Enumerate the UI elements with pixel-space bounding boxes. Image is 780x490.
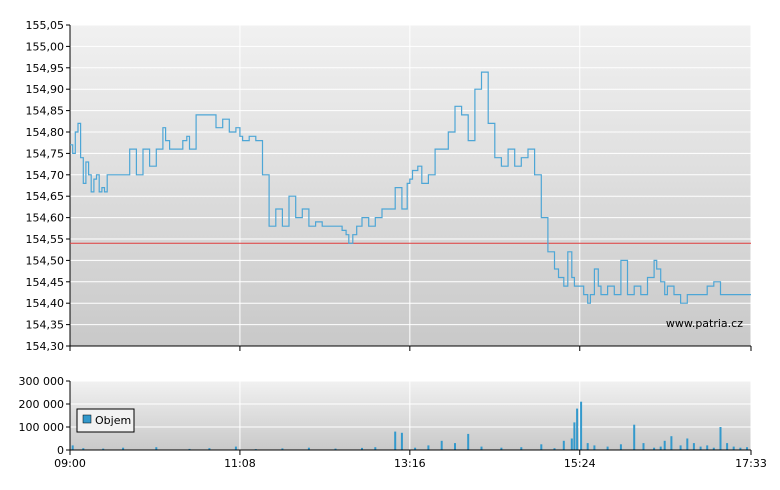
volume-bar <box>427 445 430 450</box>
price-y-tick-label: 155,00 <box>26 40 65 53</box>
volume-bar <box>739 447 742 450</box>
price-y-tick-label: 154,75 <box>26 147 65 160</box>
volume-bar <box>670 436 673 450</box>
price-y-tick-label: 154,60 <box>26 212 65 225</box>
volume-bar <box>281 448 284 450</box>
price-y-tick-label: 154,90 <box>26 83 65 96</box>
volume-bar <box>653 447 656 450</box>
volume-bar <box>679 445 682 450</box>
price-y-tick-label: 154,45 <box>26 276 65 289</box>
volume-bar <box>102 448 105 450</box>
x-tick-label: 09:00 <box>54 457 86 470</box>
volume-bar <box>334 448 337 450</box>
price-y-tick-label: 155,05 <box>26 19 65 32</box>
volume-y-tick-label: 0 <box>57 444 64 457</box>
volume-bar <box>642 443 645 450</box>
volume-bar <box>500 447 503 450</box>
volume-bar <box>480 446 483 450</box>
volume-bar <box>394 431 397 450</box>
price-gridlines <box>69 24 752 347</box>
legend-label: Objem <box>95 414 131 427</box>
volume-bar <box>580 401 583 450</box>
volume-bar <box>234 446 237 450</box>
volume-bars <box>71 401 748 451</box>
volume-bar <box>606 446 609 450</box>
price-plot-background <box>70 25 751 346</box>
price-panel: 155,05 155,00 154,95 154,90 154,85 154,80 154,… <box>26 19 752 353</box>
volume-bar <box>454 443 456 450</box>
volume-bar <box>692 443 695 450</box>
volume-bar <box>746 447 748 450</box>
x-tick-label: 15:24 <box>564 457 596 470</box>
volume-bar <box>208 448 211 450</box>
volume-bar <box>122 447 125 450</box>
price-y-tick-label: 154,85 <box>26 105 65 118</box>
volume-bar <box>719 427 722 450</box>
volume-bar <box>374 447 377 450</box>
volume-bar <box>726 443 729 450</box>
price-y-tick-label: 154,40 <box>26 297 65 310</box>
volume-bar <box>553 448 556 450</box>
price-y-tick-label: 154,55 <box>26 233 65 246</box>
price-x-tick-marks <box>69 346 752 351</box>
volume-bar <box>573 422 576 450</box>
x-tick-label: 17:33 <box>735 457 767 470</box>
volume-bar <box>712 447 715 450</box>
volume-bar <box>659 446 662 450</box>
volume-y-tick-label: 300 000 <box>19 375 65 388</box>
volume-bar <box>593 445 596 450</box>
x-tick-label: 13:16 <box>394 457 426 470</box>
price-y-tick-label: 154,50 <box>26 254 65 267</box>
volume-bar <box>520 447 523 450</box>
volume-plot-background <box>70 381 751 450</box>
volume-bar <box>699 446 702 450</box>
volume-y-tick-label: 100 000 <box>19 421 65 434</box>
volume-bar <box>188 448 191 450</box>
volume-bar <box>633 424 636 450</box>
volume-bar <box>619 444 622 451</box>
x-axis: 09:00 11:08 13:16 15:24 17:33 <box>54 450 767 470</box>
volume-bar <box>706 445 709 450</box>
volume-bar <box>570 438 573 450</box>
volume-bar <box>686 438 689 450</box>
price-y-tick-label: 154,95 <box>26 62 65 75</box>
volume-bar <box>467 433 470 450</box>
volume-y-axis: 300 000 200 000 100 000 0 <box>19 375 70 457</box>
volume-bar <box>361 447 363 450</box>
price-y-tick-label: 154,35 <box>26 319 65 332</box>
price-y-axis: 155,05 155,00 154,95 154,90 154,85 154,80 154,… <box>26 19 70 353</box>
price-y-tick-label: 154,80 <box>26 126 65 139</box>
volume-legend: Objem <box>76 408 135 433</box>
x-tick-label: 11:08 <box>224 457 256 470</box>
watermark: www.patria.cz <box>666 317 743 330</box>
volume-bar <box>663 440 666 450</box>
volume-bar <box>586 443 589 450</box>
volume-bar <box>576 408 579 450</box>
volume-bar <box>400 432 403 451</box>
volume-bar <box>82 448 85 450</box>
volume-bar <box>540 444 543 451</box>
volume-panel: 300 000 200 000 100 000 0 09:00 11:08 13:16 15… <box>19 375 767 470</box>
price-y-tick-label: 154,65 <box>26 190 65 203</box>
volume-bar <box>414 447 417 450</box>
volume-bar <box>732 446 735 450</box>
volume-bar <box>440 440 443 450</box>
volume-bar <box>307 447 310 450</box>
price-y-tick-label: 154,30 <box>26 340 65 353</box>
volume-bar <box>155 447 158 450</box>
volume-bar <box>562 440 565 450</box>
price-series-line <box>70 71 751 304</box>
price-y-tick-label: 154,70 <box>26 169 65 182</box>
volume-bar <box>71 445 74 450</box>
legend-swatch <box>82 414 92 424</box>
volume-y-tick-label: 200 000 <box>19 398 65 411</box>
